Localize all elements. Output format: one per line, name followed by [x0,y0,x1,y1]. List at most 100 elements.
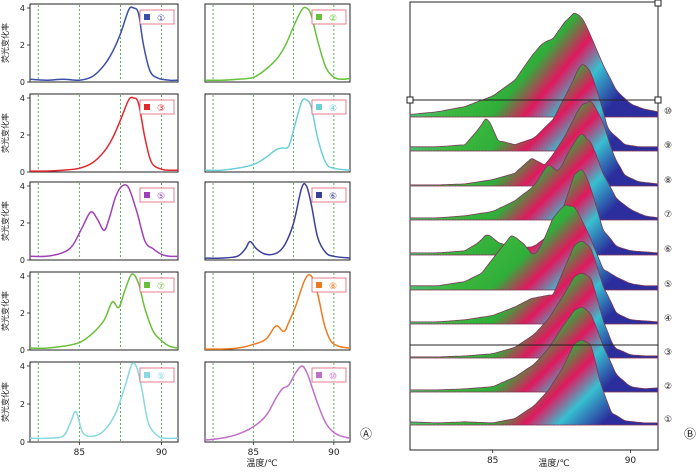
subplot-frame [29,181,179,261]
y-axis-label: 荧光变化率 [0,23,10,63]
legend-box [139,277,175,293]
legend-box [139,9,175,25]
legend-box [311,367,347,383]
subplot-frame [204,93,351,173]
y-axis-label: 荧光变化率 [0,201,10,241]
y-tick-label: 4 [20,272,25,281]
selection-handle [654,0,662,7]
y-tick-label: 0 [20,256,25,265]
x-tick-label: 90 [328,448,340,458]
row-label-1: ① [664,415,672,425]
panel-a-grid: 0 2 4 荧光变化率 ① ② 0 2 4 荧光变化率 ③ ④ 0 2 4 荧光变化率 ⑤ ⑥ 0 2 4 荧光变化率 ⑦ ⑧… [0,3,351,458]
y-axis-label: 荧光变化率 [0,291,10,331]
figure-labels: 温度/℃ 温度/℃ Ⓐ Ⓑ [246,427,696,469]
series-line-7 [29,273,179,350]
subplot-frame [204,181,351,261]
x-tick-label: 85 [487,456,498,466]
subplot-frame [29,93,179,173]
legend-box [139,187,175,203]
legend-box [311,9,347,25]
series-line-8 [204,273,351,350]
row-label-9: ⑨ [664,141,672,151]
panel-a-subplot-5: 0 2 4 荧光变化率 ⑤ [0,181,179,265]
y-tick-label: 0 [20,168,25,177]
waterfall-trace-1 [409,339,659,426]
panel-a-subplot-4: ④ [204,93,351,173]
legend-swatch [144,14,150,20]
panel-a-subplot-1: 0 2 4 荧光变化率 ① [0,3,179,87]
y-tick-label: 0 [20,438,25,447]
legend-swatch [316,192,322,198]
legend-box [311,277,347,293]
legend-swatch [144,192,150,198]
legend-label: ⑩ [329,372,337,382]
panel-a-subplot-9: 0 2 4 荧光变化率 ⑨ [0,361,179,447]
legend-label: ⑦ [157,282,165,292]
y-axis-label: 荧光变化率 [0,382,10,422]
waterfall-trace-7 [409,133,659,221]
row-label-7: ⑦ [664,210,672,220]
subplot-frame [29,361,179,443]
y-tick-label: 4 [20,4,25,13]
subplot-frame [29,271,179,351]
waterfall-trace-6 [409,169,659,256]
y-tick-label: 2 [20,219,25,228]
legend-box [311,187,347,203]
legend-swatch [144,372,150,378]
series-line-5 [29,183,179,258]
subplot-frame [29,3,179,83]
y-tick-label: 0 [20,346,25,355]
panel-a-label: Ⓐ [360,427,372,441]
series-line-2 [204,6,351,81]
row-label-8: ⑧ [664,176,672,186]
series-line-3 [29,96,179,172]
panel-a-subplot-10: ⑩ [204,361,351,443]
subplot-frame [204,271,351,351]
series-line-6 [204,182,351,260]
x-tick-label: 85 [248,448,259,458]
y-tick-label: 4 [20,182,25,191]
panel-a-subplot-2: ② [204,3,351,83]
y-tick-label: 2 [20,400,25,409]
legend-swatch [144,104,150,110]
x-tick-label: 90 [156,448,168,458]
legend-label: ④ [329,104,337,114]
panel-a-xlabel: 温度/℃ [246,457,277,469]
subplot-frame [204,3,351,83]
legend-swatch [316,104,322,110]
row-label-2: ② [664,382,672,392]
legend-swatch [144,282,150,288]
series-line-4 [204,98,351,172]
y-tick-label: 2 [20,41,25,50]
legend-label: ③ [157,104,165,114]
selection-handle [654,96,662,104]
panel-b-waterfall: ⑩ ⑨ ⑧ ⑦ ⑥ ⑤ ④ ③ ② ① 85 90 [406,0,672,466]
series-line-1 [29,6,179,82]
x-tick-label: 85 [74,448,85,458]
subplot-frame [204,361,351,443]
panel-a-subplot-8: ⑧ [204,271,351,351]
selection-handle [406,96,414,104]
y-tick-label: 2 [20,309,25,318]
row-label-3: ③ [664,348,672,358]
legend-box [139,99,175,115]
y-tick-label: 2 [20,131,25,140]
x-tick-label: 90 [625,456,637,466]
panel-a-subplot-3: 0 2 4 荧光变化率 ③ [0,93,179,177]
series-line-9 [29,362,179,440]
row-label-10: ⑩ [664,107,672,117]
legend-label: ⑧ [329,282,337,292]
legend-swatch [316,14,322,20]
waterfall-traces [409,12,659,426]
series-line-10 [204,365,351,441]
row-label-4: ④ [664,314,672,324]
legend-label: ① [157,14,165,24]
panel-a-subplot-7: 0 2 4 荧光变化率 ⑦ [0,271,179,355]
row-label-6: ⑥ [664,245,672,255]
panel-b-label: Ⓑ [684,427,696,441]
y-axis-label: 荧光变化率 [0,113,10,153]
y-tick-label: 4 [20,94,25,103]
legend-box [311,99,347,115]
legend-label: ⑥ [329,192,337,202]
